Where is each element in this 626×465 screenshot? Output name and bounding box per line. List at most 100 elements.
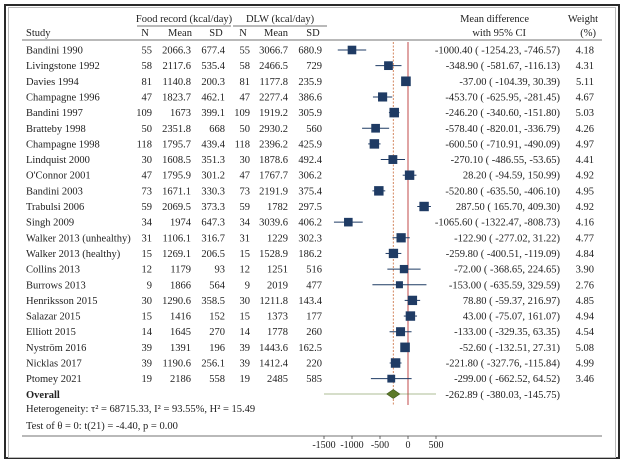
dlw-mean: 1767.7 bbox=[259, 171, 288, 182]
dlw-n: 14 bbox=[240, 327, 251, 338]
effect-marker bbox=[369, 139, 380, 149]
dlw-sd: 177 bbox=[306, 312, 322, 323]
dlw-mean: 1177.8 bbox=[260, 77, 289, 88]
food-n: 12 bbox=[142, 265, 153, 276]
ci-text: -246.20 ( -340.60, -151.80) bbox=[445, 108, 560, 119]
dlw-sd: 680.9 bbox=[298, 46, 322, 57]
food-sd: 358.5 bbox=[201, 296, 225, 307]
dlw-n: 109 bbox=[234, 108, 250, 119]
header-food-n: N bbox=[141, 28, 149, 39]
weight-value: 4.97 bbox=[576, 139, 594, 150]
food-n: 50 bbox=[142, 124, 153, 135]
weight-value: 4.99 bbox=[576, 359, 594, 370]
effect-marker bbox=[388, 248, 399, 259]
food-sd: 270 bbox=[209, 327, 225, 338]
weight-value: 4.18 bbox=[576, 46, 594, 57]
dlw-n: 15 bbox=[240, 312, 251, 323]
food-n: 39 bbox=[142, 343, 153, 354]
study-name: Livingstone 1992 bbox=[26, 61, 100, 72]
food-sd: 93 bbox=[215, 265, 226, 276]
weight-value: 4.92 bbox=[576, 202, 594, 213]
study-name: Walker 2013 (healthy) bbox=[26, 249, 121, 260]
weight-value: 5.08 bbox=[576, 343, 594, 354]
food-mean: 1671.1 bbox=[162, 186, 191, 197]
weight-value: 3.46 bbox=[576, 374, 594, 385]
food-mean: 1140.8 bbox=[163, 77, 192, 88]
food-sd: 256.1 bbox=[201, 359, 225, 370]
effect-marker bbox=[396, 233, 406, 243]
effect-marker bbox=[347, 45, 357, 55]
ci-text: -453.70 ( -625.95, -281.45) bbox=[445, 92, 560, 103]
study-name: Champagne 1996 bbox=[26, 92, 100, 103]
food-mean: 1106.1 bbox=[163, 233, 192, 244]
weight-value: 4.31 bbox=[576, 61, 594, 72]
ci-text: 287.50 ( 165.70, 409.30) bbox=[456, 202, 561, 213]
weight-value: 4.16 bbox=[576, 218, 594, 229]
study-name: Nicklas 2017 bbox=[26, 359, 82, 370]
study-name: Champagne 1998 bbox=[26, 139, 100, 150]
food-n: 15 bbox=[142, 249, 153, 260]
food-sd: 196 bbox=[209, 343, 225, 354]
effect-marker bbox=[396, 327, 406, 337]
food-mean: 1608.5 bbox=[162, 155, 191, 166]
dlw-n: 39 bbox=[240, 359, 251, 370]
dlw-n: 47 bbox=[240, 171, 251, 182]
weight-value: 4.92 bbox=[576, 171, 594, 182]
food-sd: 647.3 bbox=[201, 218, 225, 229]
ci-text: 28.20 ( -94.59, 150.99) bbox=[463, 171, 561, 182]
study-name: Walker 2013 (unhealthy) bbox=[26, 233, 131, 244]
food-sd: 677.4 bbox=[201, 46, 225, 57]
header-dlw-sd: SD bbox=[306, 28, 320, 39]
dlw-n: 39 bbox=[240, 343, 251, 354]
ci-text: -221.80 ( -327.76, -115.84) bbox=[446, 359, 561, 370]
dlw-sd: 585 bbox=[306, 374, 322, 385]
heterogeneity-text: Heterogeneity: τ² = 68715.33, I² = 93.55… bbox=[26, 404, 255, 415]
dlw-mean: 3066.7 bbox=[259, 46, 288, 57]
header-dlw-mean: Mean bbox=[264, 28, 289, 39]
effect-marker bbox=[395, 281, 403, 289]
food-sd: 535.4 bbox=[201, 61, 225, 72]
effect-marker bbox=[374, 186, 384, 196]
header-weight-line2: (%) bbox=[580, 28, 596, 39]
dlw-mean: 1412.4 bbox=[259, 359, 289, 370]
study-name: Burrows 2013 bbox=[26, 280, 86, 291]
dlw-n: 12 bbox=[240, 265, 251, 276]
weight-value: 4.84 bbox=[576, 249, 595, 260]
dlw-sd: 406.2 bbox=[298, 218, 322, 229]
effect-marker bbox=[400, 342, 410, 353]
dlw-mean: 1443.6 bbox=[259, 343, 288, 354]
dlw-sd: 306.2 bbox=[298, 171, 322, 182]
food-n: 34 bbox=[142, 218, 153, 229]
study-name: Nyström 2016 bbox=[26, 343, 86, 354]
dlw-mean: 1782 bbox=[267, 202, 288, 213]
food-sd: 668 bbox=[209, 124, 225, 135]
effect-marker bbox=[401, 76, 411, 87]
study-name: Bandini 1997 bbox=[26, 108, 83, 119]
dlw-sd: 492.4 bbox=[298, 155, 322, 166]
food-n: 81 bbox=[142, 77, 153, 88]
dlw-n: 59 bbox=[240, 202, 251, 213]
dlw-n: 19 bbox=[240, 374, 251, 385]
food-n: 19 bbox=[142, 374, 153, 385]
effect-marker bbox=[419, 201, 429, 212]
food-sd: 558 bbox=[209, 374, 225, 385]
food-mean: 1866 bbox=[170, 280, 191, 291]
study-name: Davies 1994 bbox=[26, 77, 80, 88]
ci-text: -348.90 ( -581.67, -116.13) bbox=[446, 61, 561, 72]
effect-marker bbox=[387, 374, 396, 383]
food-mean: 2066.3 bbox=[162, 46, 191, 57]
study-name: Lindquist 2000 bbox=[26, 155, 90, 166]
weight-value: 4.94 bbox=[576, 312, 595, 323]
effect-marker bbox=[405, 311, 416, 321]
ci-text: -153.00 ( -635.59, 329.59) bbox=[449, 280, 561, 291]
food-n: 14 bbox=[142, 327, 153, 338]
dlw-n: 30 bbox=[240, 296, 251, 307]
weight-value: 5.11 bbox=[576, 77, 594, 88]
effect-marker bbox=[404, 170, 415, 180]
test-text: Test of θ = 0: t(21) = -4.40, p = 0.00 bbox=[26, 421, 178, 432]
dlw-n: 55 bbox=[240, 46, 251, 57]
x-tick-label: -500 bbox=[371, 440, 389, 451]
food-sd: 152 bbox=[209, 312, 225, 323]
ci-text: -600.50 ( -710.91, -490.09) bbox=[445, 139, 560, 150]
dlw-n: 9 bbox=[245, 280, 250, 291]
